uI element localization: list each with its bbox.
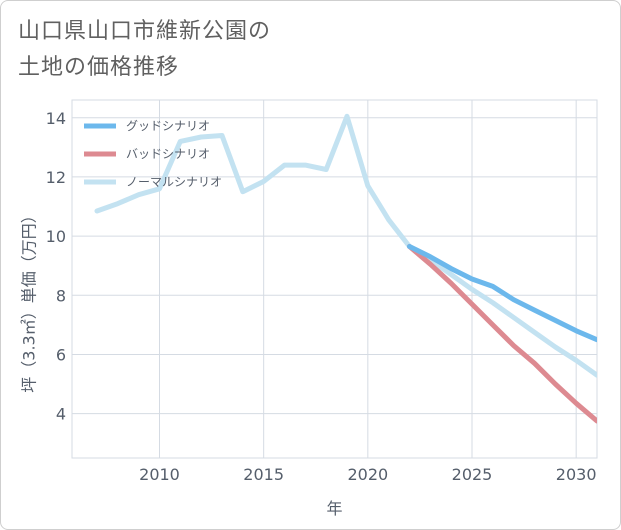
y-tick-label: 10 bbox=[46, 227, 66, 246]
chart-title-line-1: 山口県山口市維新公園の bbox=[18, 19, 272, 44]
legend-label: グッドシナリオ bbox=[126, 119, 210, 133]
y-axis-label: 坪（3.3㎡）単価（万円） bbox=[20, 207, 39, 392]
x-tick-label: 2030 bbox=[556, 465, 597, 484]
x-tick-label: 2025 bbox=[452, 465, 493, 484]
x-tick-label: 2015 bbox=[243, 465, 284, 484]
legend-label: ノーマルシナリオ bbox=[126, 175, 222, 189]
y-tick-label: 12 bbox=[46, 168, 66, 187]
y-tick-label: 8 bbox=[56, 286, 66, 305]
chart-title-line-2: 土地の価格推移 bbox=[18, 55, 180, 80]
plot-frame bbox=[71, 99, 598, 459]
grid-layer bbox=[71, 99, 598, 459]
series-line-0 bbox=[407, 244, 597, 343]
y-tick-label: 14 bbox=[46, 109, 66, 128]
x-tick-label: 2010 bbox=[139, 465, 180, 484]
series-line-1 bbox=[407, 244, 597, 424]
x-tick-label: 2020 bbox=[347, 465, 388, 484]
axis-layer: 2010 2015 2020 2025 2030 4 6 8 10 12 14 bbox=[46, 109, 597, 484]
series-line-2 bbox=[94, 113, 597, 378]
y-tick-label: 6 bbox=[56, 345, 66, 364]
chart-title: 山口県山口市維新公園の 土地の価格推移 bbox=[18, 14, 271, 86]
series-layer bbox=[94, 113, 597, 424]
y-tick-label: 4 bbox=[56, 405, 66, 424]
x-axis-label: 年 bbox=[326, 499, 342, 518]
legend-label: バッドシナリオ bbox=[126, 147, 210, 161]
